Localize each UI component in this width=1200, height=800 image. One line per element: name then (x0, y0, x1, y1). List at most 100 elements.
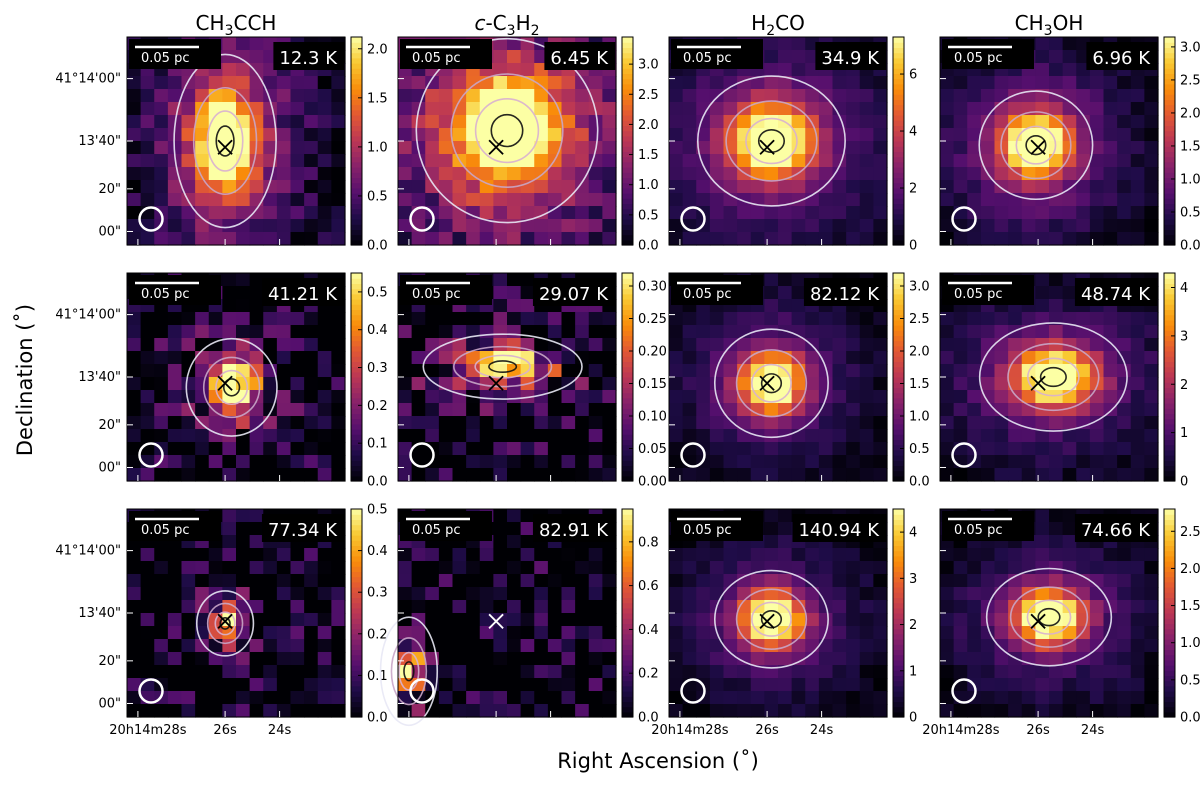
heatmap-cell (967, 115, 982, 129)
heatmap-cell (1035, 587, 1050, 601)
heatmap-cell (873, 429, 888, 443)
heatmap-cell (249, 639, 264, 653)
heatmap-cell (263, 325, 278, 339)
heatmap-cell (317, 89, 332, 103)
temperature-box (273, 42, 345, 70)
heatmap-cell (304, 364, 319, 378)
heatmap-cell (1117, 102, 1132, 116)
heatmap-cell (818, 180, 834, 194)
heatmap-cell (818, 351, 834, 365)
heatmap-cell (438, 429, 454, 443)
heatmap-cell (994, 678, 1009, 692)
heatmap-cell (696, 312, 711, 326)
heatmap-cell (846, 89, 861, 103)
heatmap-cell (263, 442, 278, 456)
heatmap-cell (764, 652, 779, 666)
heatmap-cell (208, 206, 223, 220)
heatmap-cell (140, 587, 155, 601)
heatmap-cell (980, 403, 996, 417)
colorbar-tick-label: 0.5 (1180, 205, 1200, 220)
heatmap-cell (479, 561, 494, 575)
heatmap-cell (452, 587, 467, 601)
heatmap-cell (737, 206, 752, 220)
heatmap-cell (764, 535, 779, 549)
heatmap-cell (167, 325, 183, 339)
heatmap-cell (1103, 102, 1118, 116)
heatmap-cell (127, 167, 142, 181)
heatmap-cell (561, 206, 576, 220)
heatmap-cell (561, 102, 576, 116)
heatmap-cell (520, 351, 535, 365)
heatmap-cell (778, 312, 793, 326)
heatmap-cell (452, 639, 467, 653)
heatmap-cell (873, 141, 888, 155)
heatmap-cell (561, 312, 576, 326)
heatmap-cell (493, 455, 508, 469)
heatmap-cell (452, 561, 467, 575)
heatmap-cell (1049, 377, 1064, 391)
scalebar-box (671, 39, 763, 69)
heatmap-cell (411, 574, 426, 588)
heatmap-cell (181, 167, 196, 181)
heatmap-cell (154, 180, 169, 194)
heatmap-cell (1062, 299, 1077, 313)
heatmap-cell (967, 416, 982, 430)
heatmap-cell (846, 639, 861, 653)
temperature-box (815, 42, 887, 70)
heatmap-cell (1103, 351, 1118, 365)
heatmap-cell (127, 613, 142, 627)
heatmap-cell (425, 89, 440, 103)
heatmap-cell (1117, 232, 1132, 246)
heatmap-cell (208, 76, 223, 90)
heatmap-cell (1035, 273, 1050, 287)
temperature-box (261, 514, 345, 542)
heatmap-cell (208, 154, 223, 168)
heatmap-cell (764, 390, 779, 404)
heatmap-cell (873, 691, 888, 705)
beam-circle (951, 206, 977, 232)
source-marker (759, 613, 775, 629)
heatmap-cell (1089, 128, 1105, 142)
heatmap-cell (398, 587, 413, 601)
heatmap-cell (1103, 76, 1118, 90)
heatmap-cell (236, 639, 251, 653)
heatmap-cell (1021, 390, 1036, 404)
heatmap-cell (980, 377, 996, 391)
heatmap-cell (832, 561, 847, 575)
heatmap-cell (1035, 286, 1050, 300)
heatmap-cell (791, 678, 806, 692)
heatmap-cell (249, 89, 264, 103)
contour-line (185, 337, 278, 437)
heatmap-cell (479, 102, 494, 116)
heatmap-cell (1130, 652, 1145, 666)
heatmap-cell (1130, 377, 1145, 391)
heatmap-cell (737, 377, 752, 391)
heatmap-cell (1021, 312, 1036, 326)
heatmap-cell (466, 312, 481, 326)
heatmap-cell (317, 102, 332, 116)
colorbar: 0.00.51.01.52.02.53.0 (1163, 36, 1200, 254)
heatmap-cell (818, 574, 834, 588)
heatmap-cell (195, 455, 210, 469)
heatmap-cell (398, 561, 413, 575)
heatmap-cell (940, 678, 955, 692)
heatmap-cell (317, 416, 332, 430)
heatmap-cell (167, 102, 183, 116)
heatmap-cell (398, 154, 413, 168)
heatmap-cell (222, 37, 237, 51)
heatmap-cell (1144, 600, 1159, 614)
heatmap-cell (953, 665, 968, 679)
heatmap-cell (154, 338, 169, 352)
heatmap-cell (181, 206, 196, 220)
heatmap-cell (547, 193, 563, 207)
heatmap-cell (994, 115, 1009, 129)
heatmap-cell (507, 193, 522, 207)
heatmap-cell (520, 468, 535, 482)
heatmap-cell (547, 613, 563, 627)
heatmap-cell (1089, 377, 1105, 391)
heatmap-cell (1130, 455, 1145, 469)
heatmap-cell (1062, 89, 1077, 103)
heatmap-cell (534, 704, 549, 718)
heatmap-cell (290, 351, 305, 365)
heatmap-cell (791, 691, 806, 705)
